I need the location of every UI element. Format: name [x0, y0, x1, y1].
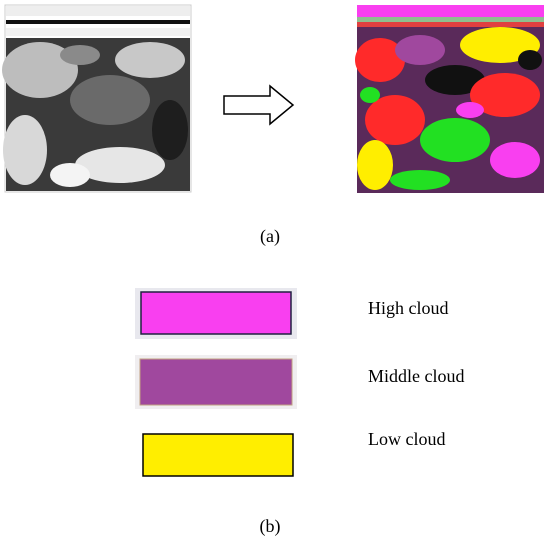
legend-label: High cloud	[368, 298, 449, 318]
classified-image	[355, 5, 544, 193]
panel-label: (a)	[260, 226, 280, 247]
legend-swatch	[143, 434, 293, 476]
legend-label: Middle cloud	[368, 366, 465, 386]
satellite-image	[2, 5, 191, 192]
arrow	[224, 86, 293, 124]
legend-swatch	[140, 359, 292, 405]
panel-label: (b)	[260, 516, 281, 537]
legend-label: Low cloud	[368, 429, 445, 449]
legend-swatch	[141, 292, 291, 334]
figure: (a) High cloud Middle cloud Low cloud (b…	[0, 0, 549, 545]
